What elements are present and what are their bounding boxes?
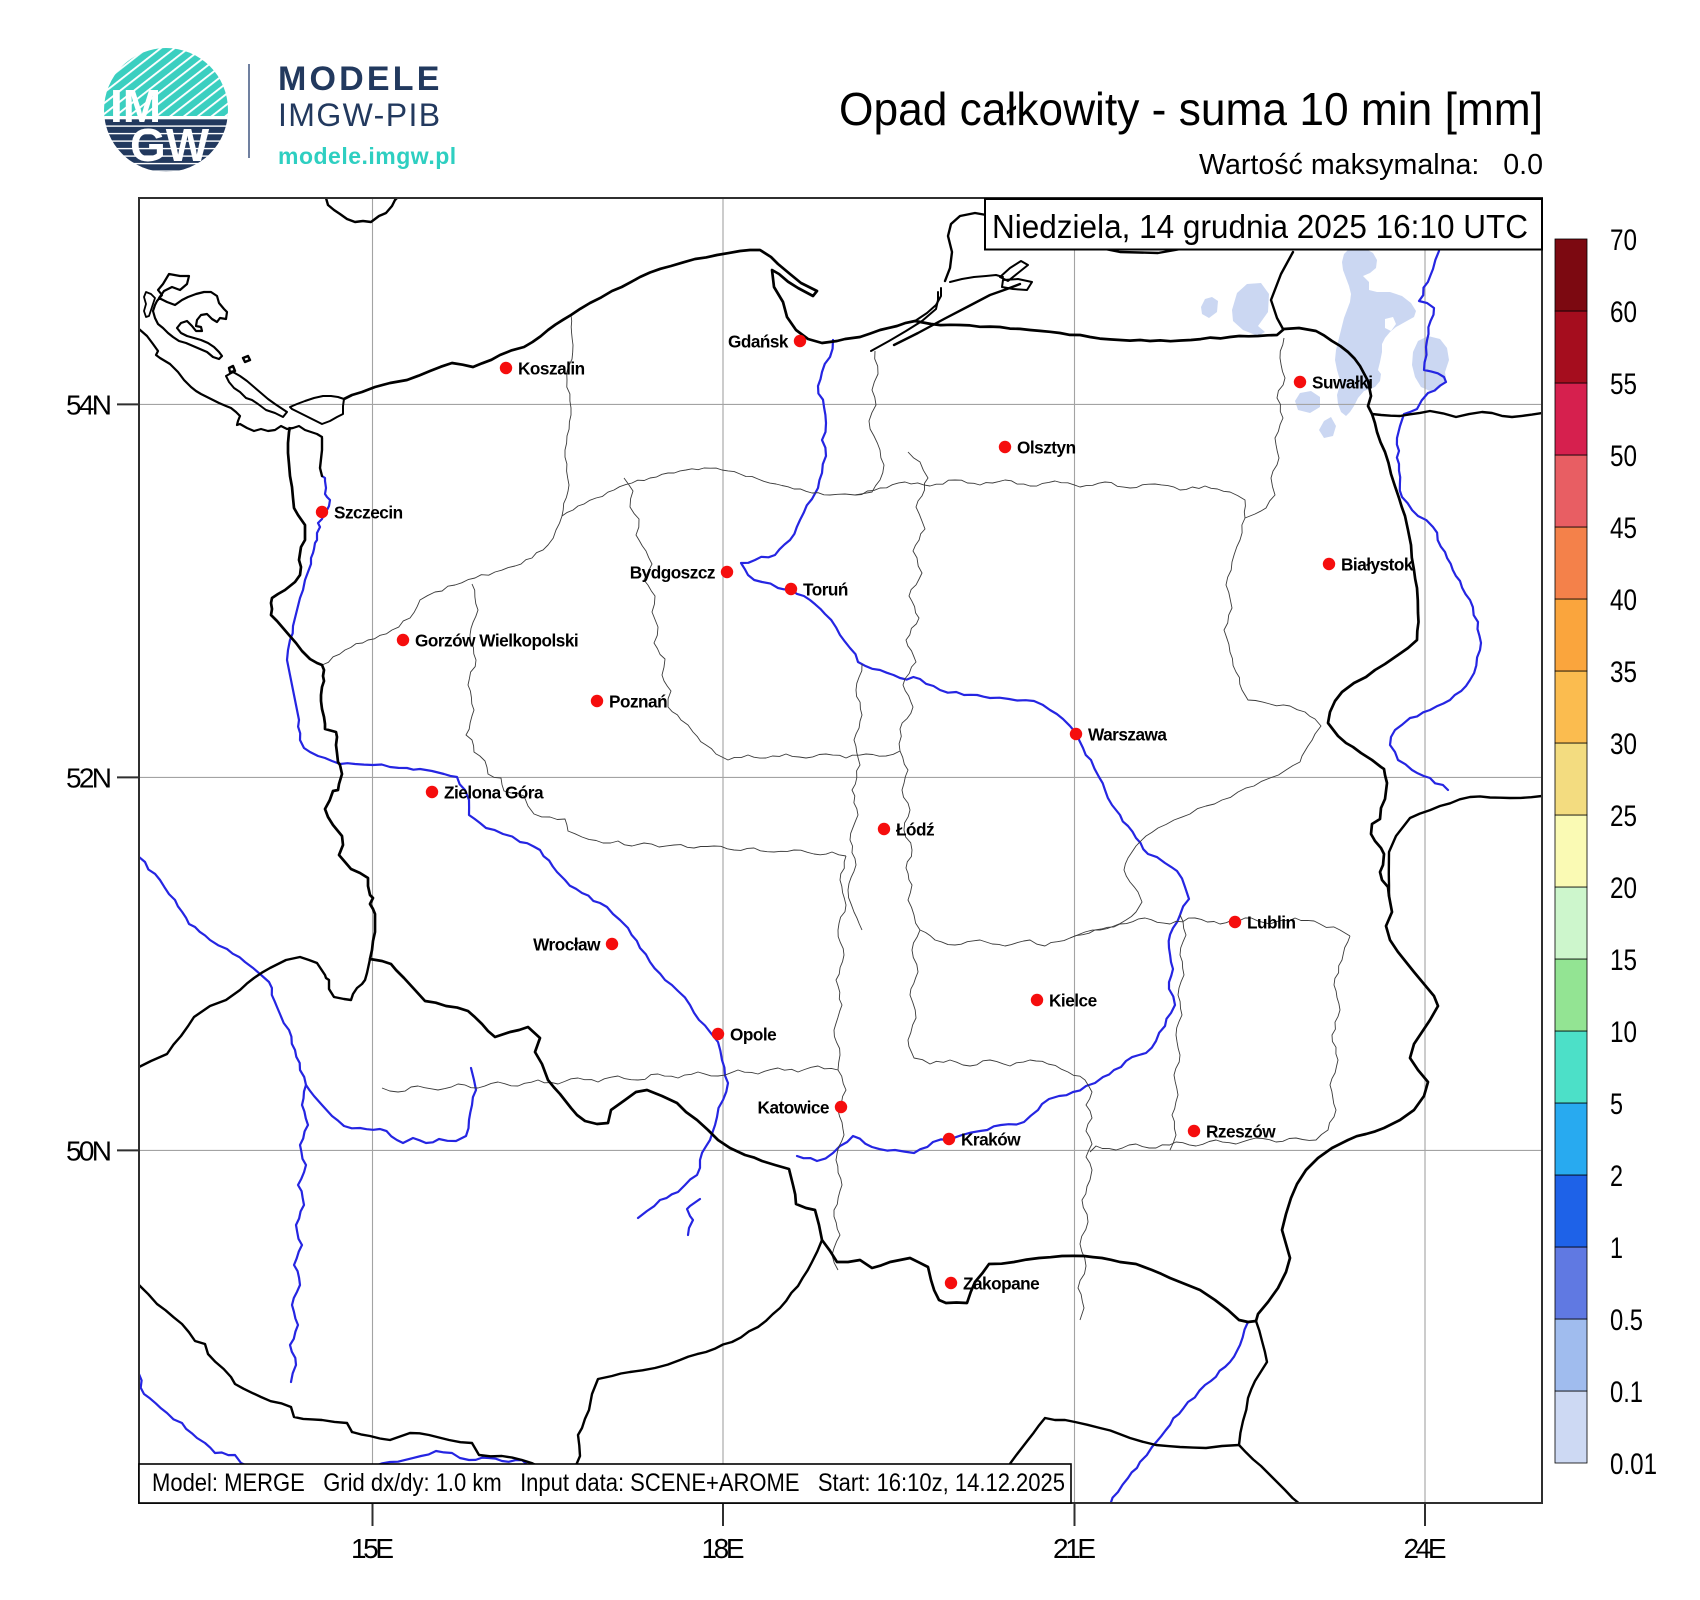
- svg-text:Kraków: Kraków: [961, 1130, 1021, 1150]
- svg-text:52N: 52N: [66, 762, 112, 793]
- svg-text:60: 60: [1610, 296, 1637, 329]
- svg-text:20: 20: [1610, 872, 1637, 905]
- svg-text:Wrocław: Wrocław: [533, 935, 601, 955]
- svg-text:50N: 50N: [66, 1135, 112, 1166]
- svg-text:Opad całkowity - suma 10 min [: Opad całkowity - suma 10 min [mm]: [839, 83, 1543, 135]
- svg-text:Białystok: Białystok: [1341, 555, 1414, 575]
- svg-text:IMGW-PIB: IMGW-PIB: [278, 97, 442, 133]
- svg-text:10: 10: [1610, 1016, 1637, 1049]
- svg-text:24E: 24E: [1404, 1533, 1447, 1564]
- svg-text:2: 2: [1610, 1160, 1623, 1193]
- svg-text:70: 70: [1610, 224, 1637, 257]
- svg-text:Łódź: Łódź: [896, 820, 934, 840]
- svg-text:0.1: 0.1: [1610, 1376, 1643, 1409]
- svg-text:Zielona Góra: Zielona Góra: [444, 783, 544, 803]
- svg-text:Olsztyn: Olsztyn: [1017, 438, 1076, 458]
- svg-text:1: 1: [1610, 1232, 1623, 1265]
- svg-text:5: 5: [1610, 1088, 1623, 1121]
- svg-text:Toruń: Toruń: [803, 580, 848, 600]
- svg-text:40: 40: [1610, 584, 1637, 617]
- svg-text:IM: IM: [110, 80, 161, 132]
- svg-text:0.01: 0.01: [1610, 1448, 1657, 1481]
- svg-text:modele.imgw.pl: modele.imgw.pl: [278, 143, 457, 169]
- svg-text:21E: 21E: [1053, 1533, 1096, 1564]
- svg-text:Koszalin: Koszalin: [518, 359, 585, 379]
- svg-text:Wartość maksymalna: 0.0: Wartość maksymalna: 0.0: [1199, 149, 1543, 181]
- svg-text:15: 15: [1610, 944, 1637, 977]
- svg-text:0.5: 0.5: [1610, 1304, 1643, 1337]
- svg-text:45: 45: [1610, 512, 1637, 545]
- svg-text:Zakopane: Zakopane: [963, 1274, 1039, 1294]
- svg-text:35: 35: [1610, 656, 1637, 689]
- svg-text:Niedziela, 14 grudnia 2025 16:: Niedziela, 14 grudnia 2025 16:10 UTC: [992, 208, 1528, 245]
- svg-text:Suwałki: Suwałki: [1312, 373, 1373, 393]
- svg-text:Model: MERGE Grid dx/dy: 1.0: Model: MERGE Grid dx/dy: 1.0 km Input da…: [152, 1469, 1065, 1497]
- svg-text:MODELE: MODELE: [278, 60, 443, 98]
- svg-text:Szczecin: Szczecin: [334, 503, 403, 523]
- svg-text:Katowice: Katowice: [758, 1098, 829, 1118]
- svg-text:25: 25: [1610, 800, 1637, 833]
- svg-text:Kielce: Kielce: [1049, 991, 1097, 1011]
- svg-text:Lublin: Lublin: [1247, 913, 1296, 933]
- svg-text:50: 50: [1610, 440, 1637, 473]
- svg-text:54N: 54N: [66, 389, 112, 420]
- svg-text:30: 30: [1610, 728, 1637, 761]
- svg-text:Gdańsk: Gdańsk: [728, 332, 789, 352]
- svg-text:Warszawa: Warszawa: [1088, 725, 1167, 745]
- svg-text:GW: GW: [130, 119, 210, 171]
- svg-text:Gorzów Wielkopolski: Gorzów Wielkopolski: [415, 631, 578, 651]
- svg-text:18E: 18E: [702, 1533, 745, 1564]
- svg-text:15E: 15E: [351, 1533, 394, 1564]
- svg-text:Poznań: Poznań: [609, 692, 667, 712]
- svg-text:Opole: Opole: [730, 1025, 776, 1045]
- svg-text:Bydgoszcz: Bydgoszcz: [630, 563, 715, 583]
- svg-text:55: 55: [1610, 368, 1637, 401]
- svg-text:Rzeszów: Rzeszów: [1206, 1122, 1276, 1142]
